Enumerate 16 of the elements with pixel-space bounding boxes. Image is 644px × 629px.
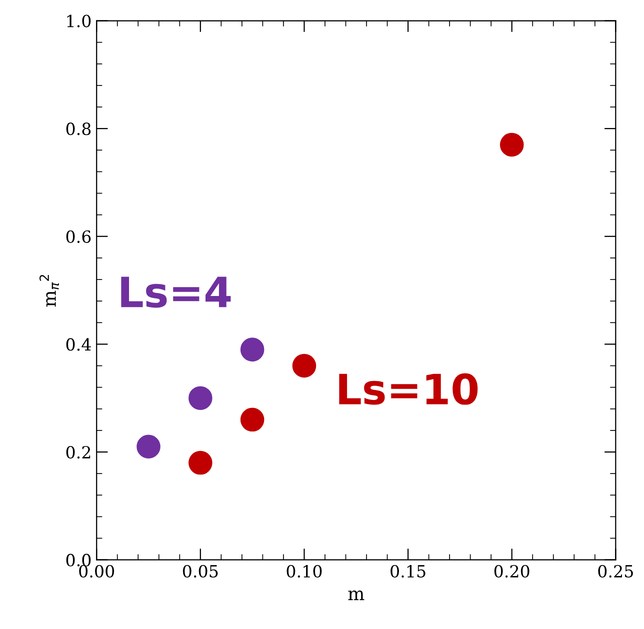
- y-tick-label: 0.6: [66, 230, 91, 243]
- series-label: Ls=10: [339, 373, 478, 405]
- x-tick-label: 0.05: [182, 564, 218, 578]
- y-tick-label: 0.4: [66, 338, 91, 351]
- y-tick-label: 0.0: [66, 554, 91, 566]
- y-tick-label: 0.2: [66, 446, 90, 459]
- y-tick-label: 1.0: [67, 14, 91, 28]
- x-tick-label: 0.00: [79, 564, 114, 578]
- x-tick-label: 0.20: [494, 564, 530, 578]
- x-tick-label: 0.25: [598, 564, 633, 578]
- x-tick-label: 0.15: [390, 564, 426, 578]
- y-axis-title: m$_{π}$$^{2}$: [39, 275, 59, 307]
- y-tick-label: 0.8: [66, 122, 91, 136]
- x-axis-title: m: [348, 590, 364, 600]
- x-tick-label: 0.10: [286, 564, 322, 578]
- series-label: Ls=4: [121, 276, 231, 308]
